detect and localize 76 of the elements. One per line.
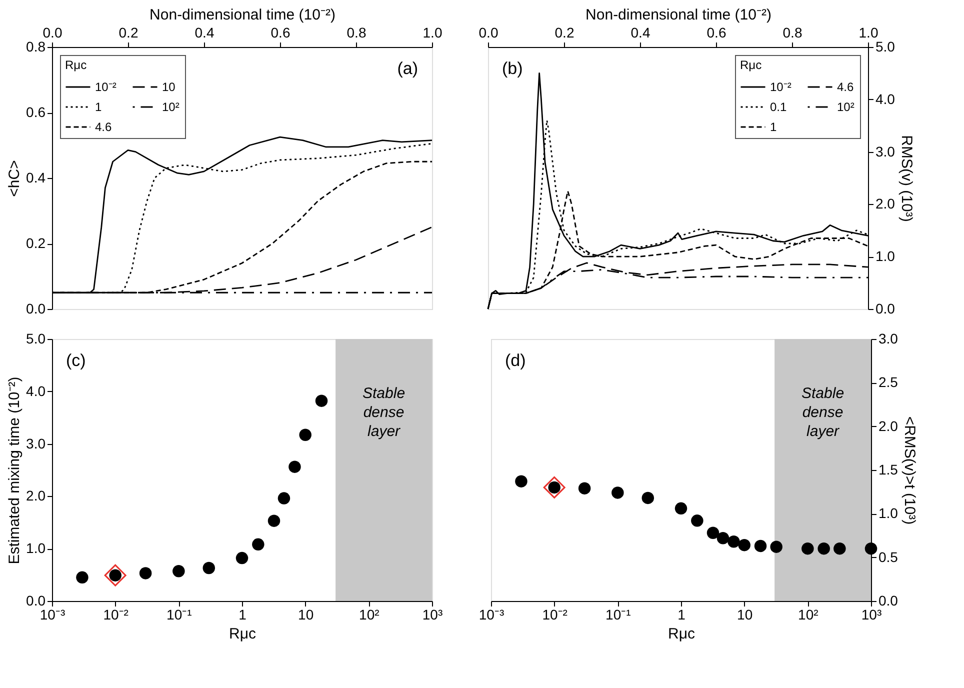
y-axis-title: Estimated mixing time (10⁻²) [6, 376, 24, 564]
y-tick-label: 0.0 [26, 592, 46, 608]
y-tick-label: 0.6 [26, 104, 46, 120]
annotation: (b) [502, 59, 523, 78]
x-tick-label: 0.0 [478, 24, 498, 40]
y2-tick-label: 2.5 [878, 374, 898, 390]
band-label: Stable dense layer [802, 385, 844, 440]
annotation: (c) [66, 351, 86, 370]
y2-tick-label: 2.0 [876, 196, 896, 212]
x-tick-label: 0.8 [346, 24, 366, 40]
annotation: (d) [505, 351, 526, 370]
x-tick-label: 0.6 [706, 24, 726, 40]
y2-tick-label: 0.5 [878, 548, 898, 565]
legend-label: 1 [95, 100, 102, 114]
y-tick-label: 5.0 [26, 330, 46, 346]
legend-title: Rμc [65, 58, 87, 72]
y2-tick-label: 0.0 [878, 592, 898, 608]
x-tick-label: 0.0 [42, 24, 62, 40]
x-tick-label: 1.0 [422, 24, 442, 40]
y-tick-label: 4.0 [26, 382, 46, 399]
x-tick-label: 1.0 [858, 24, 878, 40]
x-tick-label: 10² [359, 606, 380, 622]
y2-tick-label: 0.0 [876, 300, 896, 316]
y2-tick-label: 2.0 [878, 418, 898, 434]
y2-tick-label: 3.0 [876, 143, 896, 160]
y2-axis-title: <RMS(v)>t (10³) [900, 416, 918, 525]
x-tick-label: 10 [737, 606, 753, 622]
legend-title: Rμc [740, 58, 762, 72]
band-label: Stable dense layer [362, 385, 406, 440]
x-tick-label: 0.4 [630, 24, 650, 40]
y2-tick-label: 4.0 [876, 90, 896, 107]
legend-label: 10² [162, 100, 180, 114]
legend-label: 10² [837, 100, 854, 114]
y-tick-label: 0.0 [26, 300, 46, 316]
x-tick-label: 0.4 [194, 24, 214, 40]
x-tick-label: 0.2 [118, 24, 138, 40]
legend-label: 4.6 [837, 80, 854, 94]
y-tick-label: 1.0 [26, 540, 46, 556]
x-axis-title: Non-dimensional time (10⁻²) [150, 6, 336, 24]
y2-tick-label: 5.0 [876, 38, 896, 54]
x-tick-label: 1 [678, 606, 686, 622]
y-axis-title: <hC> [6, 160, 24, 197]
x-tick-label: 10⁻² [542, 606, 568, 622]
x-axis-title: Rμc [229, 626, 256, 642]
y2-tick-label: 1.0 [878, 505, 898, 522]
x-tick-label: 0.2 [554, 24, 574, 40]
x-tick-label: 10 [298, 606, 314, 622]
x-tick-label: 10⁻³ [478, 606, 504, 622]
x-tick-label: 1 [238, 606, 247, 622]
y-tick-label: 0.4 [26, 170, 46, 186]
x-axis-title: Rμc [668, 626, 696, 642]
legend-label: 10 [162, 80, 176, 94]
x-tick-label: 0.6 [270, 24, 290, 40]
legend-label: 0.1 [770, 100, 788, 114]
legend-label: 10⁻² [770, 80, 792, 94]
y2-tick-label: 1.0 [876, 248, 896, 264]
x-tick-label: 10³ [422, 606, 443, 622]
x-axis-title: Non-dimensional time (10⁻²) [586, 6, 772, 24]
annotation: (a) [397, 59, 418, 78]
x-tick-label: 10⁻³ [40, 606, 66, 622]
y2-tick-label: 1.5 [878, 462, 898, 478]
legend-label: 10⁻² [95, 80, 116, 94]
legend-label: 1 [770, 120, 777, 134]
y2-tick-label: 3.0 [878, 330, 898, 346]
legend-label: 4.6 [95, 120, 112, 134]
y-tick-label: 3.0 [26, 435, 46, 452]
y2-axis-title: RMS(v) (10³) [898, 135, 915, 222]
x-tick-label: 10⁻² [103, 606, 129, 622]
y-tick-label: 0.2 [26, 235, 46, 251]
x-tick-label: 0.8 [782, 24, 802, 40]
x-tick-label: 10³ [861, 606, 882, 622]
y-tick-label: 2.0 [26, 488, 46, 504]
y-tick-label: 0.8 [26, 38, 46, 54]
x-tick-label: 10⁻¹ [606, 606, 632, 622]
x-tick-label: 10⁻¹ [166, 606, 192, 622]
x-tick-label: 10² [798, 606, 819, 622]
